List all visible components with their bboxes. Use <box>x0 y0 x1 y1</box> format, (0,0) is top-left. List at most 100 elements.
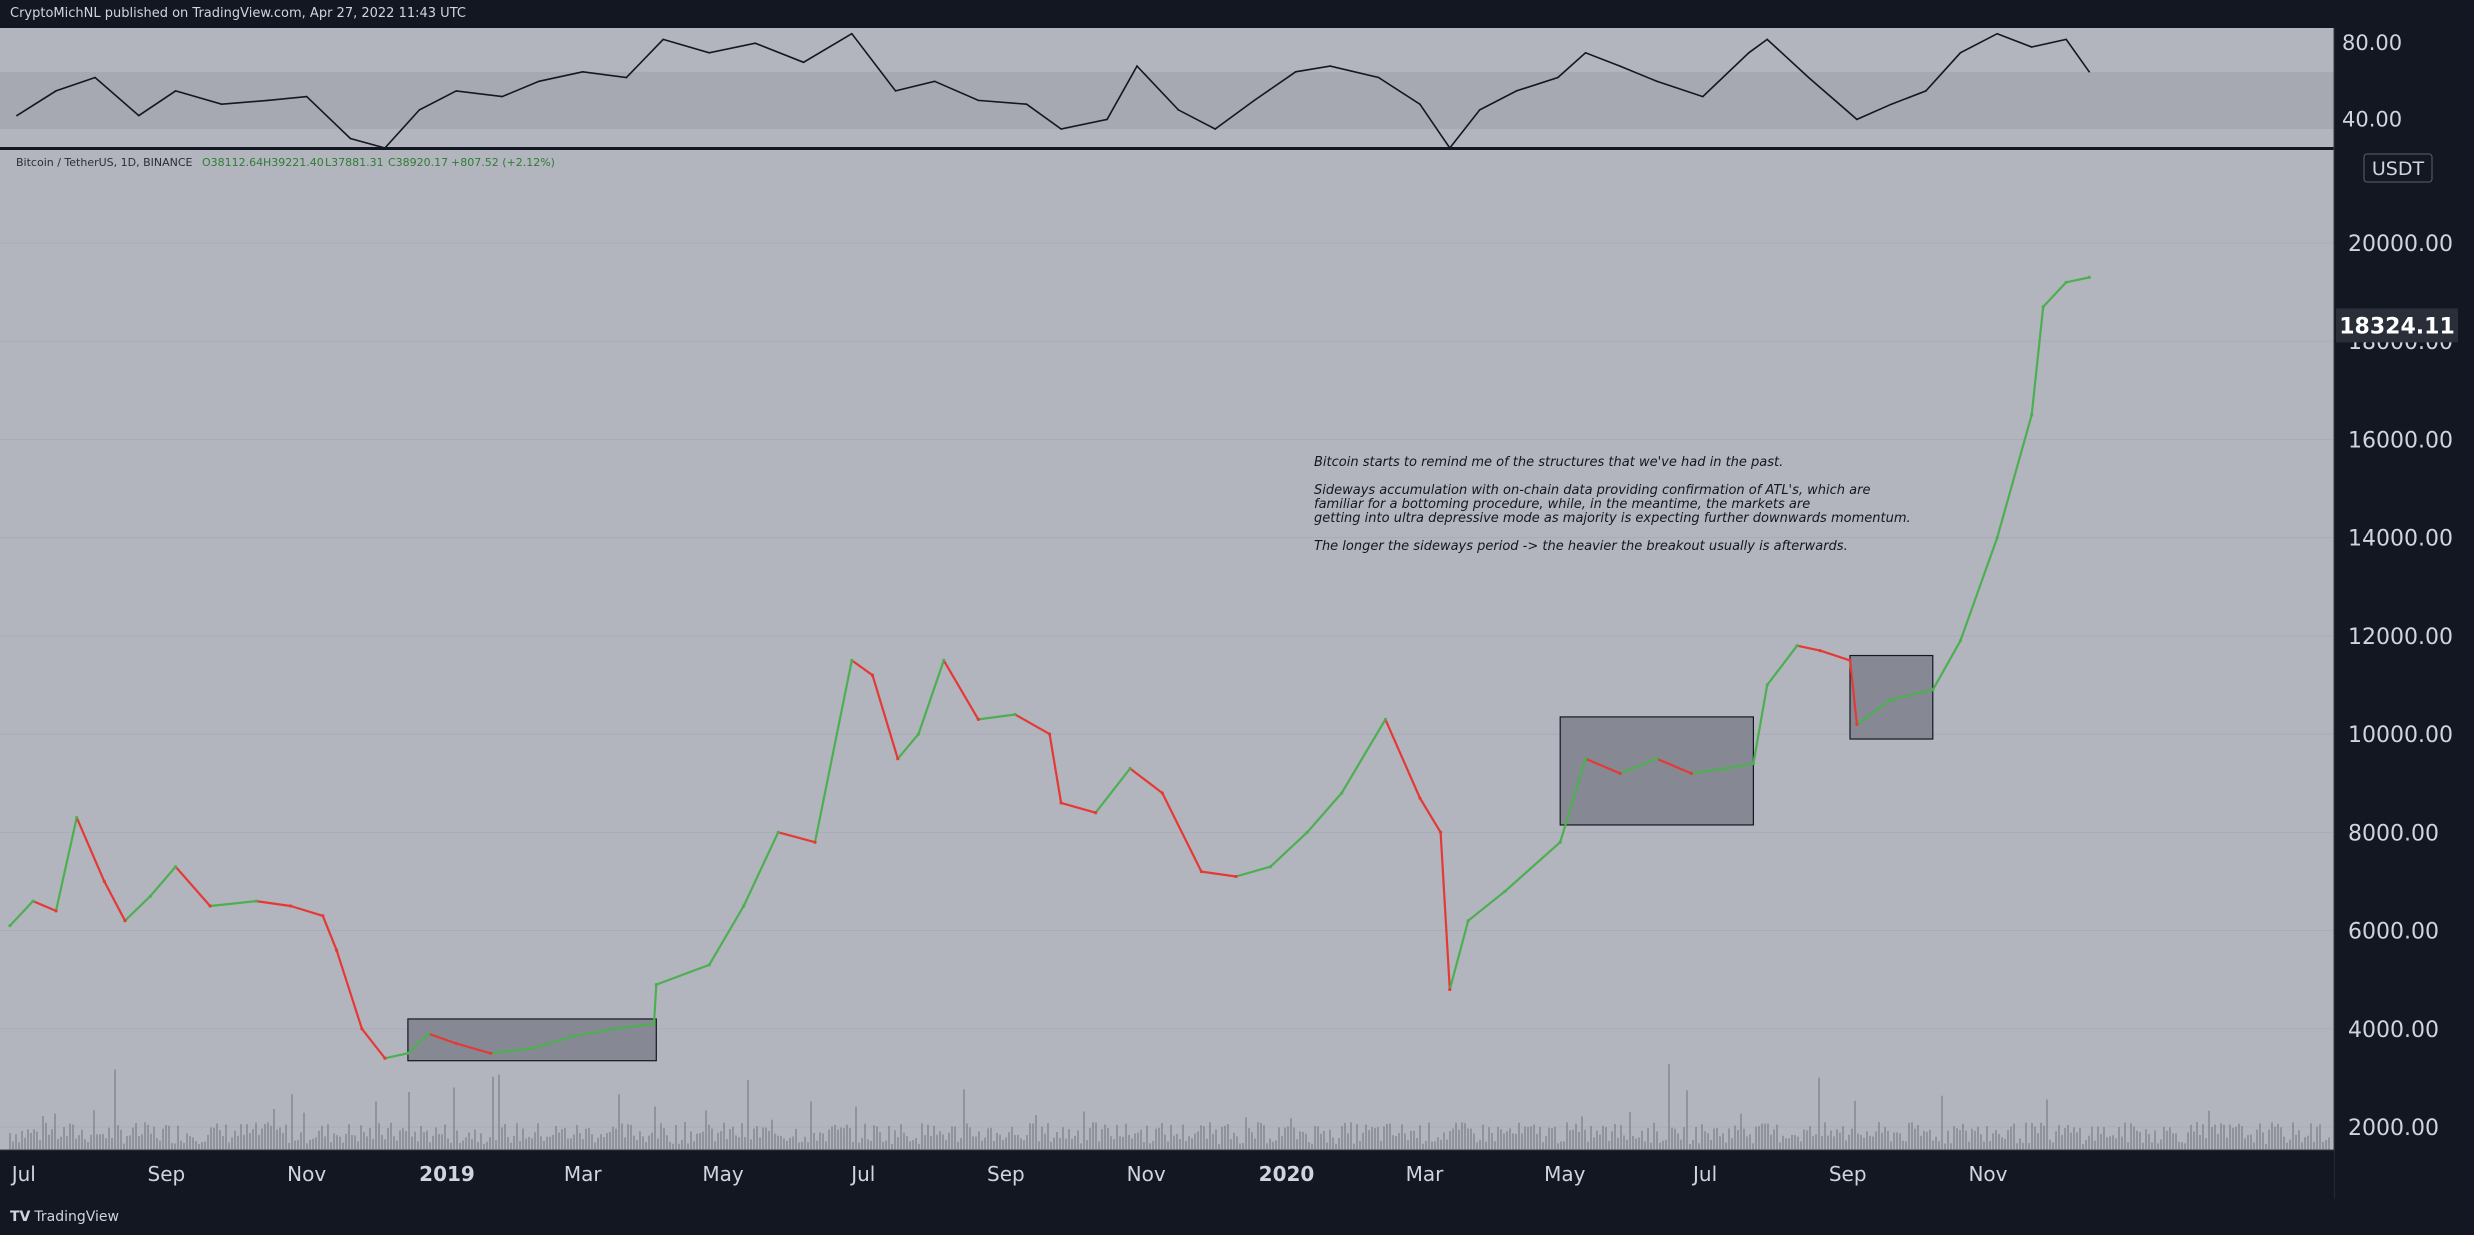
price-segment <box>1439 831 1451 991</box>
rsi-point <box>1419 103 1421 105</box>
price-segment <box>530 1034 575 1050</box>
rsi-point <box>1515 90 1518 92</box>
rsi-point <box>138 114 140 117</box>
price-point <box>427 1032 431 1036</box>
price-segment <box>1559 757 1587 844</box>
legend-low: L37881.31 <box>325 156 384 169</box>
price-tick-label: 4000.00 <box>2348 1018 2439 1043</box>
accumulation-box[interactable] <box>1849 654 1934 740</box>
price-segment <box>321 914 338 952</box>
rsi-point <box>1329 65 1331 67</box>
rsi-axis-labels: 80.00 40.00 <box>2342 31 2402 131</box>
time-axis[interactable] <box>0 1150 2334 1199</box>
rsi-point <box>174 90 177 92</box>
price-segment <box>335 949 363 1030</box>
price-point <box>321 914 325 918</box>
price-point <box>2064 280 2068 284</box>
price-point <box>813 840 817 844</box>
text-annotation[interactable]: Bitcoin starts to remind me of the struc… <box>1314 455 1911 554</box>
rsi-point <box>1807 76 1810 79</box>
rsi-point <box>1584 52 1587 54</box>
legend-open: O38112.64 <box>202 156 263 169</box>
price-segment <box>896 732 920 760</box>
accumulation-box[interactable] <box>1559 716 1754 826</box>
price-point <box>1889 698 1893 702</box>
rsi-point <box>1060 128 1062 130</box>
price-segment <box>1048 732 1063 805</box>
currency-badge[interactable]: USDT <box>2363 153 2433 183</box>
price-segment <box>1795 644 1822 652</box>
price-tick-label: 16000.00 <box>2348 428 2453 453</box>
rsi-point <box>2065 38 2067 41</box>
price-segment <box>489 1047 534 1055</box>
rsi-point <box>1377 76 1380 79</box>
price-segment <box>427 1032 458 1045</box>
time-tick-label: 2019 <box>419 1162 475 1186</box>
price-point <box>1466 919 1470 923</box>
price-segment <box>1931 639 1962 692</box>
price-segment <box>871 674 899 760</box>
accumulation-boxes <box>407 654 1934 1062</box>
rsi-point <box>220 103 223 105</box>
price-segment <box>123 895 152 922</box>
last-price-badge-text: 18324.11 <box>2339 314 2455 339</box>
rsi-point <box>2030 46 2033 48</box>
rsi-point <box>455 90 458 92</box>
tradingview-logo[interactable]: TV TradingView <box>10 1209 119 1225</box>
time-tick-label: Jul <box>10 1162 36 1186</box>
last-price-badge: 18324.11 <box>2336 308 2458 343</box>
time-tick-label: Nov <box>287 1162 326 1186</box>
price-segment <box>1766 644 1799 687</box>
price-segment <box>1855 698 1893 726</box>
price-point <box>2041 305 2045 309</box>
price-segment <box>777 831 817 844</box>
price-point <box>571 1034 576 1038</box>
price-segment <box>917 659 945 736</box>
price-segment <box>2030 305 2045 416</box>
price-tick-label: 12000.00 <box>2348 625 2453 650</box>
price-segment <box>1418 796 1442 834</box>
price-point <box>1448 987 1452 992</box>
rsi-point <box>662 38 664 41</box>
price-segment <box>708 904 745 967</box>
accumulation-box[interactable] <box>407 1018 657 1062</box>
price-segment <box>54 816 78 913</box>
rsi-point <box>1136 65 1138 67</box>
price-segment <box>613 1022 656 1030</box>
price-point <box>916 732 921 736</box>
price-tick-label: 14000.00 <box>2348 527 2453 552</box>
rsi-point <box>1025 103 1028 105</box>
rsi-point <box>349 137 352 140</box>
time-tick-label: Mar <box>1406 1162 1445 1186</box>
price-pane-background <box>0 150 2334 1150</box>
price-point <box>1128 766 1132 771</box>
rsi-point <box>1656 80 1658 83</box>
rsi-point <box>894 90 897 92</box>
price-point <box>1094 811 1098 815</box>
price-point <box>1503 889 1507 893</box>
annotation-line-1: Bitcoin starts to remind me of the struc… <box>1314 455 1783 470</box>
price-segment <box>289 904 324 917</box>
annotation-line-3: familiar for a bottoming procedure, whil… <box>1314 497 1810 512</box>
price-point <box>1655 757 1659 761</box>
price-point <box>54 909 58 913</box>
price-segment <box>1013 713 1051 736</box>
price-point <box>1268 865 1272 869</box>
price-point <box>123 919 127 923</box>
price-point <box>148 894 152 898</box>
legend-symbol: Bitcoin / TetherUS, 1D, BINANCE <box>16 156 193 169</box>
price-point <box>1059 801 1063 805</box>
rsi-point <box>538 80 540 83</box>
price-point <box>454 1041 458 1046</box>
price-point <box>654 983 658 987</box>
rsi-point <box>16 114 18 117</box>
price-point <box>1995 536 1999 540</box>
price-segment <box>75 816 106 883</box>
rsi-point <box>1959 52 1962 54</box>
price-segment <box>1161 791 1203 873</box>
price-grid <box>0 242 2334 1128</box>
price-segment <box>1094 767 1132 814</box>
price-axis[interactable] <box>2334 28 2474 1199</box>
